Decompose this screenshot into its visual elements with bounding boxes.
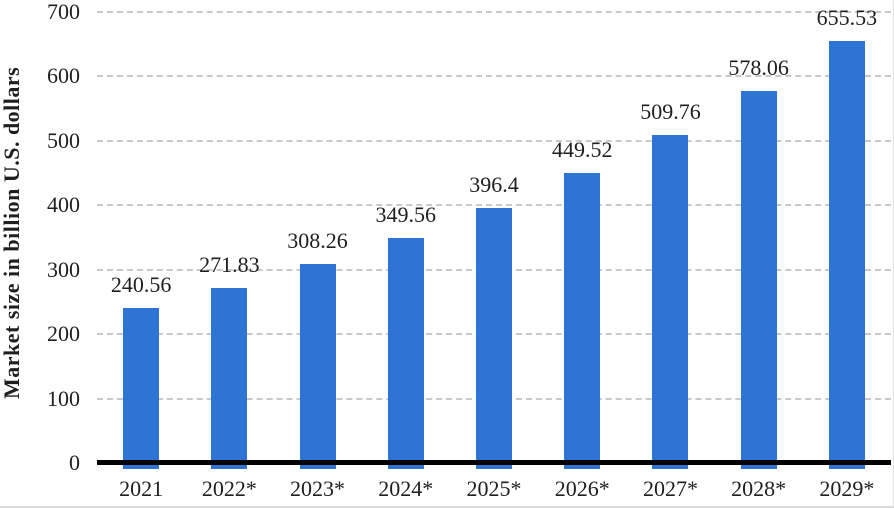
bar-2023* [299,264,336,469]
x-tick-label-2024*: 2024* [378,476,434,501]
bar-value-label-2028*: 578.06 [728,54,789,80]
bar-2025* [476,207,512,469]
x-tick-label-2028*: 2028* [731,476,787,501]
bar-value-label-2023*: 308.26 [287,228,348,254]
gridline-600 [97,75,891,78]
gridline-700 [97,11,891,13]
bar-value-label-2024*: 349.56 [375,201,437,227]
x-tick-label-2026*: 2026* [554,476,610,501]
bar-value-label-2025*: 396.4 [469,171,519,197]
y-tick-label-700: 700 [47,0,80,25]
x-tick-label-2022*: 2022* [201,476,257,501]
bar-2024* [387,237,424,469]
y-tick-label-500: 500 [47,127,80,153]
x-axis-line [97,460,891,465]
x-tick-label-2027*: 2027* [642,476,698,501]
bar-2022* [211,287,248,469]
bar-2028* [740,90,777,469]
bar-value-label-2027*: 509.76 [640,98,701,124]
y-tick-label-100: 100 [47,385,80,411]
bar-value-label-2022*: 271.83 [199,251,260,277]
bar-2021 [123,308,160,469]
x-tick-label-2029*: 2029* [819,476,875,501]
bar-2026* [564,173,601,469]
gridline-400 [97,204,891,207]
x-tick-label-2021: 2021 [119,476,164,501]
y-tick-label-600: 600 [47,63,80,89]
y-tick-label-400: 400 [47,192,80,218]
bar-value-label-2029*: 655.53 [816,4,878,30]
y-tick-label-200: 200 [47,321,80,347]
y-tick-label-0: 0 [69,450,80,475]
bar-2029* [828,40,865,469]
y-tick-label-300: 300 [47,256,80,282]
x-tick-label-2023*: 2023* [290,476,346,501]
bar-value-label-2021: 240.56 [110,272,172,297]
gridline-500 [97,139,891,142]
bar-value-label-2026*: 449.52 [551,137,613,163]
x-tick-label-2025*: 2025* [466,476,522,501]
bar-2027* [652,134,689,469]
